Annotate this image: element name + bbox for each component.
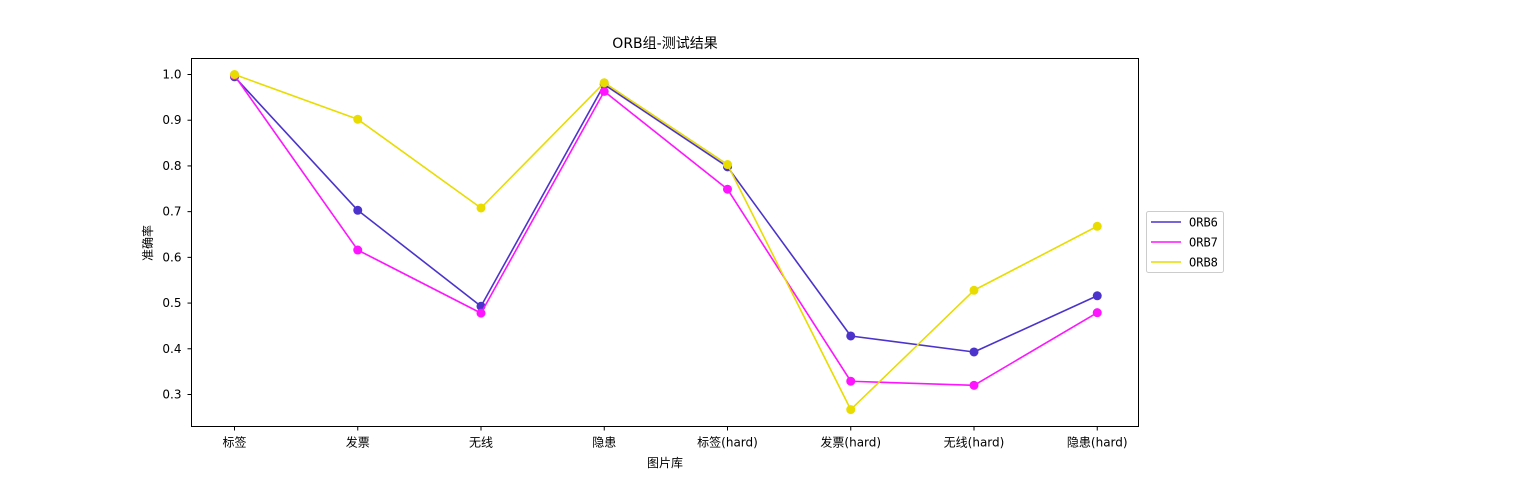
x-tick-label: 发票: [346, 435, 370, 450]
data-point: [846, 331, 856, 341]
x-tick-label: 无线: [469, 436, 493, 450]
y-tick-label: 0.7: [162, 205, 181, 219]
data-point: [230, 70, 239, 79]
data-point: [476, 308, 486, 318]
x-tick-label: 发票(hard): [820, 435, 881, 450]
plot-area: [191, 58, 1139, 427]
data-point: [599, 86, 609, 96]
data-point: [969, 380, 979, 390]
y-tick-label: 0.6: [162, 250, 181, 264]
legend-label: ORB8: [1189, 256, 1218, 270]
data-point: [353, 245, 363, 255]
data-point: [969, 285, 979, 295]
x-tick-label: 标签: [222, 435, 246, 450]
data-point: [723, 184, 732, 194]
data-point: [846, 405, 856, 415]
x-tick-label: 无线(hard): [944, 436, 1005, 450]
data-point: [1092, 291, 1102, 301]
data-point: [846, 376, 856, 386]
x-tick-label: 标签(hard): [697, 435, 758, 450]
legend: ORB6 ORB7 ORB8: [1146, 211, 1224, 273]
legend-label: ORB6: [1189, 216, 1218, 230]
chart-title: ORB组-测试结果: [612, 36, 717, 52]
x-axis-label: 图片库: [647, 455, 683, 470]
series-line: [233, 76, 1098, 353]
y-axis-label: 准确率: [140, 225, 155, 261]
y-tick-label: 0.3: [162, 388, 181, 402]
series-layer: [230, 70, 1102, 415]
legend-label: ORB7: [1189, 236, 1218, 250]
series-orb8: [230, 70, 1102, 415]
y-tick-label: 0.4: [162, 342, 181, 356]
y-tick-label: 1.0: [162, 68, 181, 82]
series-orb6: [230, 72, 1102, 357]
data-point: [476, 203, 486, 213]
data-point: [353, 114, 363, 124]
y-tick-label: 0.8: [162, 159, 181, 173]
x-tick-label: 隐患: [592, 436, 616, 450]
data-point: [1092, 221, 1102, 231]
data-point: [353, 205, 363, 215]
y-axis: 0.3 0.4 0.5 0.6 0.7 0.8 0.9 1.0: [162, 68, 192, 402]
series-line: [233, 74, 1098, 387]
data-point: [599, 78, 609, 88]
y-tick-label: 0.9: [162, 113, 181, 127]
x-axis: 标签 发票 无线 隐患 标签(hard) 发票(hard) 无线(hard) 隐患(hard): [222, 426, 1128, 450]
y-tick-label: 0.5: [162, 296, 181, 310]
data-point: [723, 160, 732, 170]
x-tick-label: 隐患(hard): [1067, 436, 1128, 450]
data-point: [1092, 308, 1102, 318]
series-line: [234, 73, 1098, 411]
legend-box: [1146, 211, 1224, 273]
data-point: [969, 347, 979, 357]
